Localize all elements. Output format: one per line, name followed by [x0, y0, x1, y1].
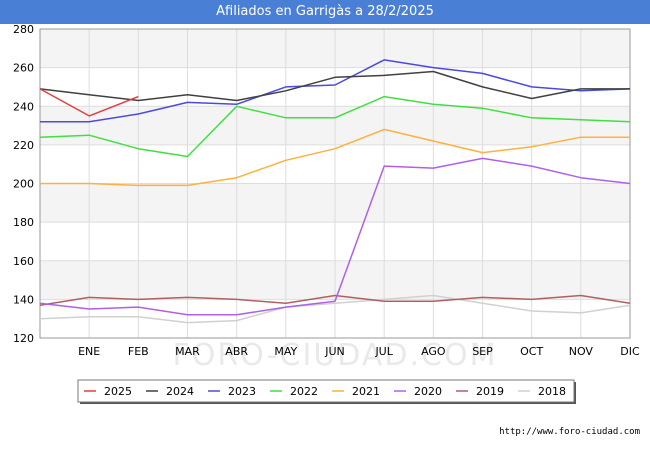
series-line-2025 [39, 88, 139, 117]
y-tick-label: 280 [13, 23, 34, 36]
y-tick-label: 240 [13, 100, 34, 113]
y-tick-label: 180 [13, 216, 34, 229]
y-tick-label: 220 [13, 139, 34, 152]
legend-label: 2019 [476, 385, 504, 398]
series-line-2020 [39, 157, 631, 316]
watermark: FORO-CIUDAD.COM [173, 338, 498, 373]
x-tick-label: JUL [374, 345, 393, 358]
series-line-2018 [39, 294, 631, 324]
x-tick-label: NOV [569, 345, 594, 358]
legend-label: 2018 [538, 385, 566, 398]
x-tick-label: AGO [421, 345, 446, 358]
legend-label: 2025 [104, 385, 132, 398]
legend-box [77, 379, 575, 403]
legend-label: 2023 [228, 385, 256, 398]
y-tick-label: 200 [13, 178, 34, 191]
legend-label: 2022 [290, 385, 318, 398]
x-tick-label: MAY [274, 345, 297, 358]
legend-label: 2021 [352, 385, 380, 398]
series-line-2023 [40, 59, 631, 123]
x-tick-label: OCT [520, 345, 543, 358]
legend: 2025 2024 2023 2022 2021 2020 2019 2018 [77, 379, 576, 404]
y-tick-label: 120 [13, 332, 34, 345]
x-tick-label: SEP [472, 345, 493, 358]
series-line-2019 [39, 294, 631, 306]
chart-title: Afiliados en Garrigàs a 28/2/2025 [0, 0, 650, 24]
x-tick-label: DIC [620, 345, 640, 358]
y-tick-label: 260 [13, 62, 34, 75]
legend-label: 2024 [166, 385, 194, 398]
series-line-2022 [39, 95, 631, 158]
series-lines [39, 59, 631, 324]
y-axis: 120 140 160 180 200 220 240 260 280 [13, 23, 34, 345]
x-tick-label: ENE [78, 345, 100, 358]
series-line-2024 [39, 70, 630, 102]
x-axis: ENE FEB MAR ABR MAY JUN JUL AGO SEP OCT NOV DIC [78, 345, 640, 358]
series-line-2021 [40, 128, 630, 187]
y-tick-label: 160 [13, 255, 34, 268]
legend-label: 2020 [414, 385, 442, 398]
x-tick-label: FEB [128, 345, 149, 358]
source-url: http://www.foro-ciudad.com [499, 427, 640, 437]
x-tick-label: JUN [324, 345, 345, 358]
x-tick-label: MAR [175, 345, 200, 358]
x-tick-label: ABR [225, 345, 248, 358]
y-tick-label: 140 [13, 293, 34, 306]
